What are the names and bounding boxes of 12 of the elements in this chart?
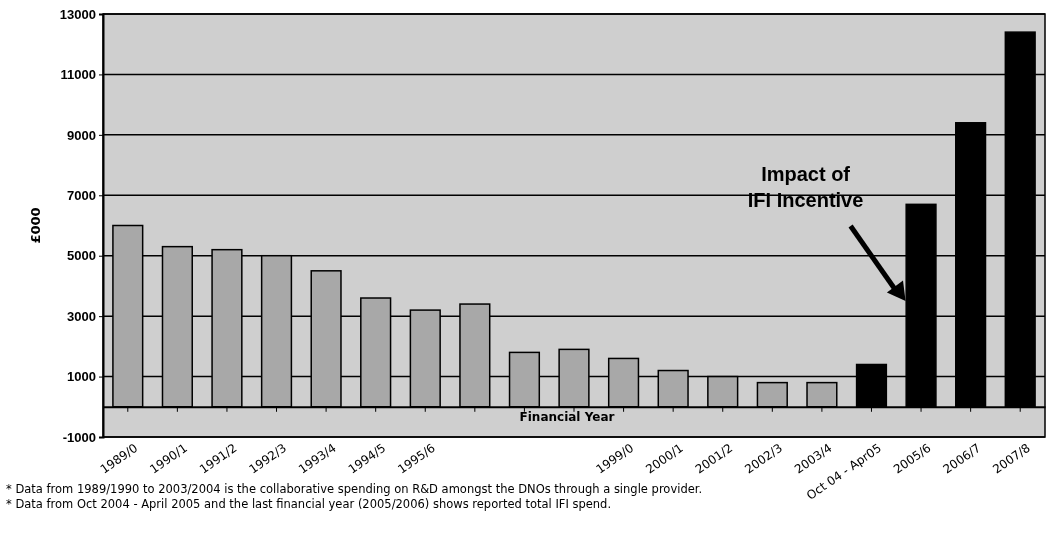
x-axis-title: Financial Year xyxy=(519,409,615,424)
y-tick-label: 7000 xyxy=(67,187,96,203)
text: * Data from Oct 2004 - April 2005 and the last financial year (2005/2006) shows reported total IFI spend. xyxy=(6,497,612,511)
y-tick-label: 13000 xyxy=(59,6,96,22)
y-tick-label: 11000 xyxy=(60,67,96,83)
y-axis-title: £000 xyxy=(28,207,43,244)
y-tick-label: 3000 xyxy=(67,308,96,324)
y-tick-label: -1000 xyxy=(62,429,96,445)
y-tick-label: 5000 xyxy=(67,248,96,264)
y-tick-label: 1000 xyxy=(67,369,96,385)
text: * Data from 1989/1990 to 2003/2004 is the collaborative spending on R&D amongst the DNOs through a single provider. xyxy=(6,482,703,496)
y-tick-label: 9000 xyxy=(67,127,96,143)
